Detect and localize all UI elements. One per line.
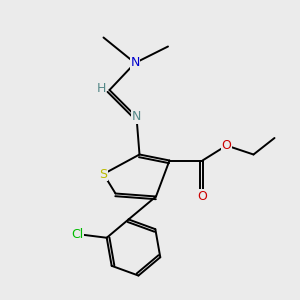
Text: O: O: [198, 190, 207, 203]
Text: Cl: Cl: [71, 228, 83, 241]
Text: N: N: [132, 110, 141, 124]
Text: O: O: [222, 139, 231, 152]
Text: N: N: [130, 56, 140, 70]
Text: H: H: [96, 82, 106, 95]
Text: S: S: [100, 167, 107, 181]
